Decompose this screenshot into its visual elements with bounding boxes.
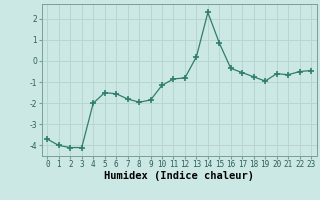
X-axis label: Humidex (Indice chaleur): Humidex (Indice chaleur) xyxy=(104,171,254,181)
